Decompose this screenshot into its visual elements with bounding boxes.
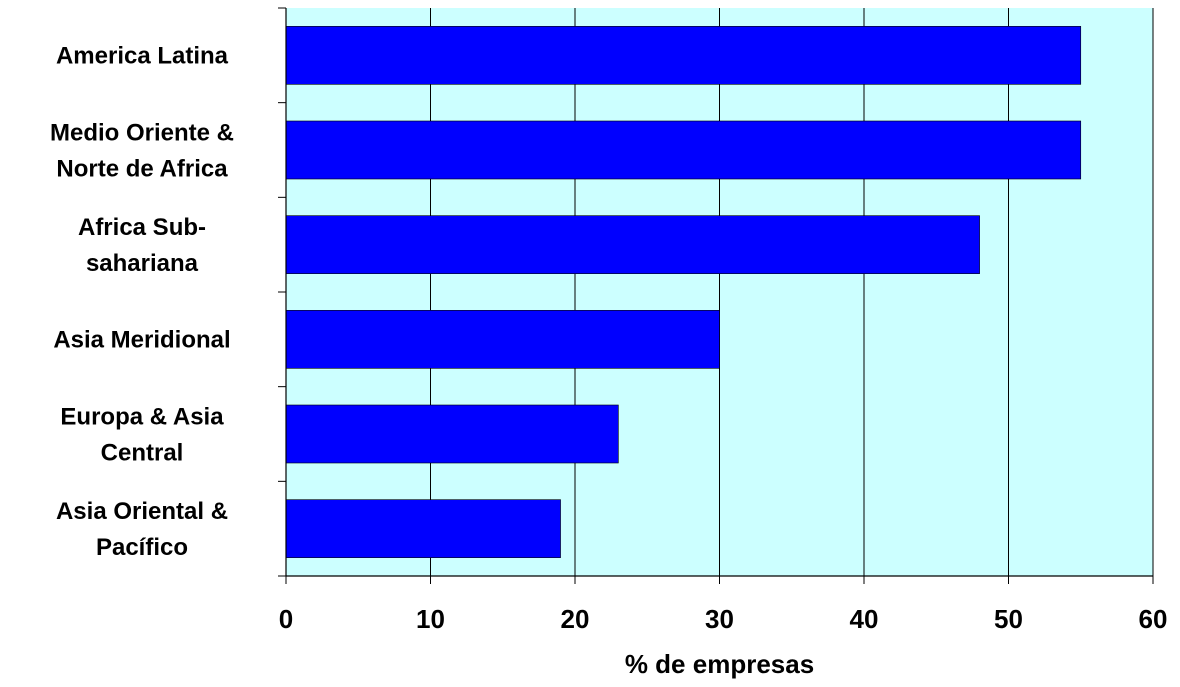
x-tick-label-0: 0 [279,604,293,634]
category-label-line: Africa Sub- [78,214,206,241]
x-tick-label-40: 40 [850,604,879,634]
category-label-line: Norte de Africa [56,155,228,182]
bar-2 [285,215,980,274]
bars [285,26,1082,558]
x-tick-label-30: 30 [705,604,734,634]
category-label-4: Europa & Asia Central [60,403,224,466]
category-label-2: Africa Sub-sahariana [78,214,206,277]
category-label-0: America Latina [56,43,229,70]
category-label-line: Medio Oriente & [50,119,234,146]
category-labels: America Latina Medio Oriente & Norte de Af… [50,43,234,561]
gridlines [430,8,1154,576]
category-label-line: Central [101,439,184,466]
bar-5 [285,499,561,558]
category-label-1: Medio Oriente & Norte de Africa [50,119,234,182]
x-tick-label-60: 60 [1139,604,1168,634]
category-label-5: Asia Oriental & Pacífico [56,498,228,561]
category-label-line: Asia Oriental & [56,498,228,525]
axes [278,7,1154,584]
x-tick-label-20: 20 [561,604,590,634]
x-axis-label: % de empresas [625,649,814,679]
category-label-line: Europa & Asia [60,403,224,430]
category-label-line: sahariana [86,250,199,277]
category-label-line: Asia Meridional [53,327,230,354]
category-label-line: Pacífico [96,534,188,561]
category-label-3: Asia Meridional [53,327,230,354]
bar-0 [285,26,1082,85]
bar-3 [285,310,720,369]
category-label-line: America Latina [56,43,229,70]
x-tick-labels: 0 10 20 30 40 50 60 [279,604,1168,634]
bar-1 [285,120,1082,180]
bar-4 [285,404,619,464]
x-tick-label-10: 10 [416,604,445,634]
x-tick-label-50: 50 [994,604,1023,634]
